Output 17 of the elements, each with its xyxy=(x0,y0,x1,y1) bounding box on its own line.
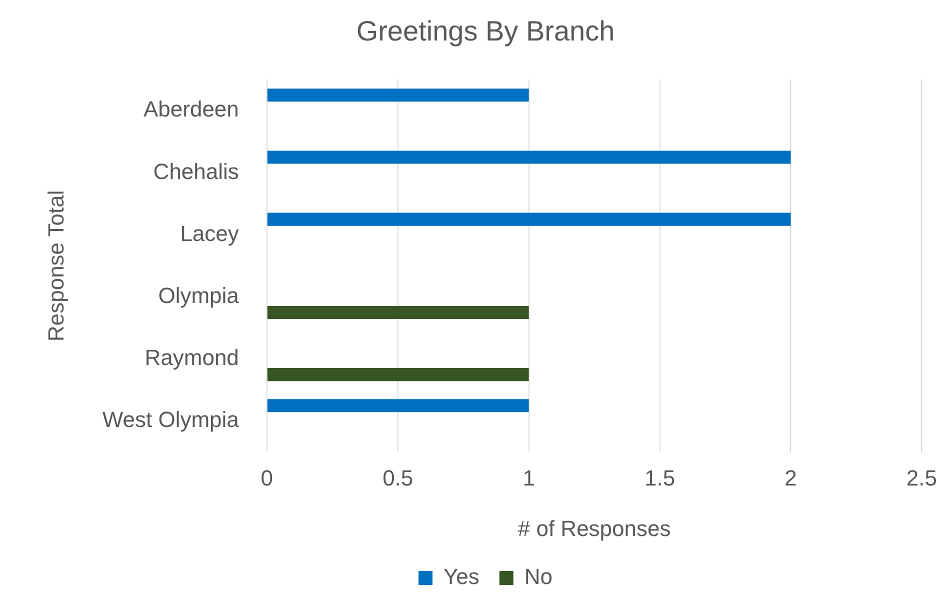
legend-label: Yes xyxy=(443,564,480,590)
x-tick-label: 2.5 xyxy=(906,465,938,490)
y-tick-label: Lacey xyxy=(180,220,239,246)
x-tick-label: 1 xyxy=(522,465,535,490)
x-tick-label: 0.5 xyxy=(382,465,414,490)
chart-title: Greetings By Branch xyxy=(356,16,615,47)
x-tick-label: 2 xyxy=(784,465,797,490)
y-tick-label: Chehalis xyxy=(153,158,239,184)
y-tick-label: Aberdeen xyxy=(143,96,239,122)
x-tick-label: 1.5 xyxy=(644,465,676,490)
y-tick-label: West Olympia xyxy=(102,407,240,432)
y-tick-label: Raymond xyxy=(144,345,239,370)
legend-label: No xyxy=(524,564,553,590)
x-axis-title: # of Responses xyxy=(518,516,671,541)
y-tick-label: Olympia xyxy=(158,283,240,308)
y-axis-title: Response Total xyxy=(43,190,68,342)
x-tick-label: 0 xyxy=(260,465,274,490)
